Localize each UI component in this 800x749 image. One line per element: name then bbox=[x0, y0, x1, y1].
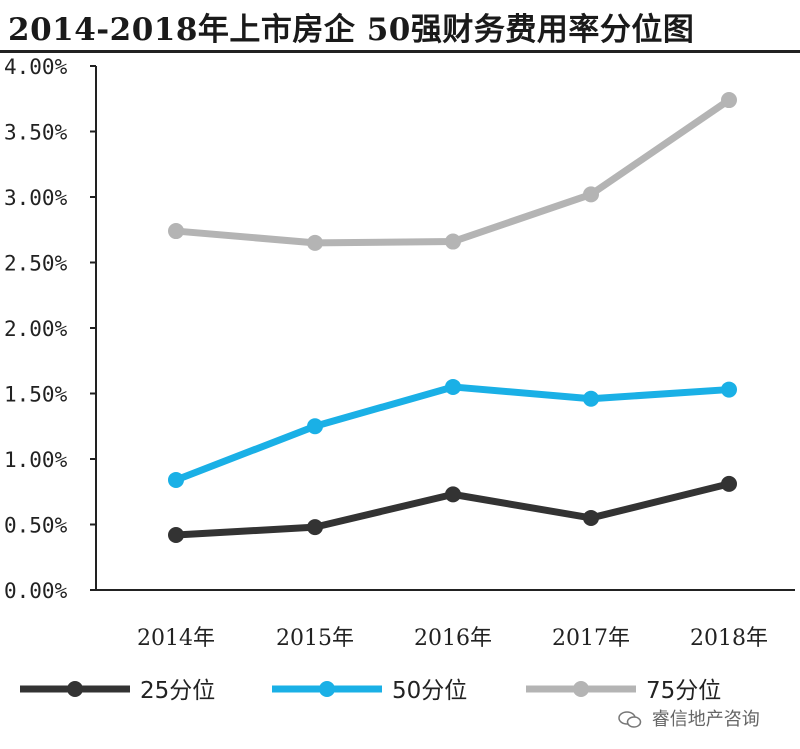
y-tick-label: 3.50% bbox=[4, 121, 68, 145]
legend-label: 50分位 bbox=[392, 678, 467, 704]
x-tick-label: 2014年 bbox=[137, 626, 215, 651]
x-tick-label: 2018年 bbox=[690, 626, 768, 651]
data-point bbox=[168, 223, 184, 240]
legend: 25分位 50分位 75分位 bbox=[20, 678, 721, 704]
y-tick-label: 4.00% bbox=[4, 55, 68, 79]
y-tick-label: 0.00% bbox=[4, 579, 68, 603]
data-point bbox=[445, 233, 461, 250]
y-tick-label: 2.50% bbox=[4, 252, 68, 276]
y-tick-label: 1.00% bbox=[4, 448, 68, 472]
data-point bbox=[168, 471, 184, 488]
data-point bbox=[721, 92, 737, 109]
wechat-icon bbox=[618, 711, 642, 728]
legend-swatch-marker bbox=[319, 681, 335, 697]
axes bbox=[90, 65, 795, 591]
legend-label: 25分位 bbox=[140, 678, 215, 704]
data-point bbox=[445, 486, 461, 503]
watermark: 睿信地产咨询 bbox=[618, 705, 760, 731]
chart-title: 2014-2018年上市房企 50强财务费用率分位图 bbox=[8, 12, 695, 48]
title-underline bbox=[0, 50, 800, 53]
data-point bbox=[307, 418, 323, 435]
data-point bbox=[583, 509, 599, 526]
data-point bbox=[168, 526, 184, 543]
data-point bbox=[583, 390, 599, 407]
y-tick-label: 0.50% bbox=[4, 514, 68, 538]
data-point bbox=[307, 234, 323, 251]
y-tick-label: 3.00% bbox=[4, 186, 68, 210]
series-line bbox=[174, 383, 730, 484]
y-tick-label: 2.00% bbox=[4, 317, 68, 341]
x-tick-label: 2017年 bbox=[552, 626, 630, 651]
data-point bbox=[583, 186, 599, 203]
data-point bbox=[445, 378, 461, 395]
legend-label: 75分位 bbox=[646, 678, 721, 704]
data-point bbox=[307, 519, 323, 536]
series-group bbox=[168, 92, 737, 543]
y-tick-label: 1.50% bbox=[4, 383, 68, 407]
legend-swatch-marker bbox=[573, 681, 589, 697]
watermark-text: 睿信地产咨询 bbox=[651, 709, 760, 730]
data-point bbox=[721, 475, 737, 492]
x-tick-label: 2015年 bbox=[276, 626, 354, 651]
data-point bbox=[721, 381, 737, 398]
legend-swatch-marker bbox=[67, 681, 83, 697]
x-tick-labels: 2014年 2015年 2016年 2017年 2018年 bbox=[137, 626, 768, 651]
y-tick-labels: 0.00% 0.50% 1.00% 1.50% 2.00% 2.50% 3.00% 3.50%… bbox=[4, 55, 68, 603]
series-line bbox=[175, 97, 731, 247]
x-tick-label: 2016年 bbox=[414, 626, 492, 651]
